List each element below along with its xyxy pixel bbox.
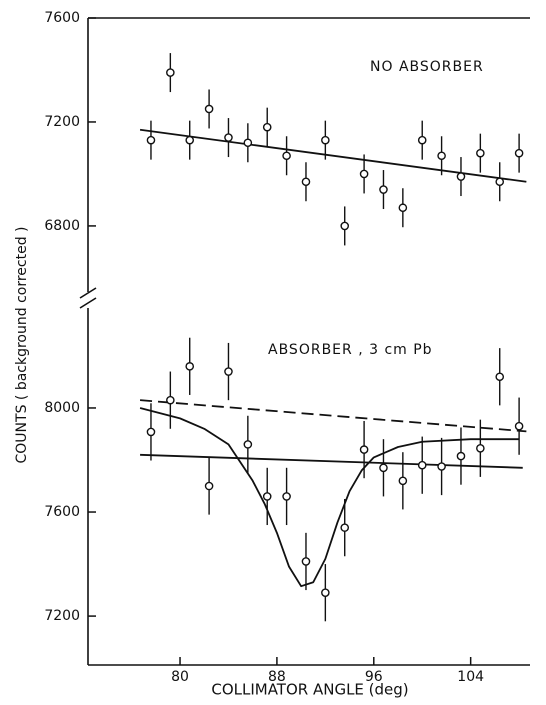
data-point bbox=[398, 476, 408, 486]
data-point bbox=[321, 135, 330, 145]
fit-line bbox=[139, 128, 527, 183]
data-point bbox=[224, 367, 233, 376]
data-point bbox=[204, 104, 214, 114]
data-point bbox=[166, 68, 175, 77]
data-point bbox=[514, 148, 524, 158]
data-point bbox=[417, 460, 427, 470]
x-tick-label: 88 bbox=[268, 669, 286, 685]
y-tick-label: 8000 bbox=[44, 400, 80, 416]
y-tick-label: 7600 bbox=[44, 10, 80, 26]
y-tick-label: 6800 bbox=[44, 218, 80, 234]
y-tick-label: 7600 bbox=[44, 504, 80, 520]
axis-break bbox=[79, 297, 97, 309]
data-point bbox=[282, 492, 291, 501]
data-point bbox=[359, 445, 369, 454]
data-point bbox=[282, 151, 291, 161]
data-point bbox=[340, 523, 350, 532]
data-point bbox=[495, 372, 505, 382]
data-point bbox=[437, 462, 446, 471]
x-tick-label: 80 bbox=[171, 669, 189, 685]
data-point bbox=[476, 148, 485, 158]
fit-line bbox=[140, 453, 523, 469]
data-point bbox=[456, 172, 466, 181]
data-point bbox=[359, 169, 369, 179]
data-point bbox=[417, 135, 427, 145]
y-tick-label: 7200 bbox=[44, 608, 80, 624]
annotation: ABSORBER , 3 cm Pb bbox=[268, 342, 433, 358]
data-point bbox=[495, 177, 505, 187]
x-axis-label: COLLIMATOR ANGLE (deg) bbox=[211, 681, 408, 699]
data-point bbox=[185, 362, 195, 371]
data-point bbox=[321, 588, 330, 597]
data-point bbox=[166, 395, 175, 405]
data-point bbox=[185, 135, 195, 145]
y-tick-label: 7200 bbox=[44, 114, 80, 130]
x-tick-label: 96 bbox=[365, 669, 383, 685]
data-point bbox=[301, 177, 311, 187]
data-point bbox=[224, 133, 233, 142]
data-point bbox=[340, 221, 350, 231]
y-axis-label: COUNTS ( background corrected ) bbox=[14, 226, 30, 463]
data-point bbox=[379, 463, 388, 473]
data-point bbox=[146, 135, 156, 145]
data-point bbox=[243, 138, 253, 148]
fit-line bbox=[139, 399, 527, 433]
data-point bbox=[514, 421, 524, 431]
data-point bbox=[204, 481, 214, 491]
data-point bbox=[262, 122, 272, 132]
data-point bbox=[301, 557, 311, 566]
annotation: NO ABSORBER bbox=[370, 59, 484, 75]
data-point bbox=[437, 151, 446, 161]
data-point bbox=[398, 203, 408, 213]
data-point bbox=[146, 427, 156, 437]
data-point bbox=[243, 440, 253, 449]
fit-line bbox=[139, 407, 520, 588]
data-point bbox=[476, 443, 485, 453]
x-tick-label: 104 bbox=[457, 669, 484, 685]
axis-break bbox=[79, 287, 97, 299]
data-point bbox=[262, 492, 272, 501]
data-point bbox=[456, 451, 466, 461]
data-point bbox=[379, 185, 388, 194]
